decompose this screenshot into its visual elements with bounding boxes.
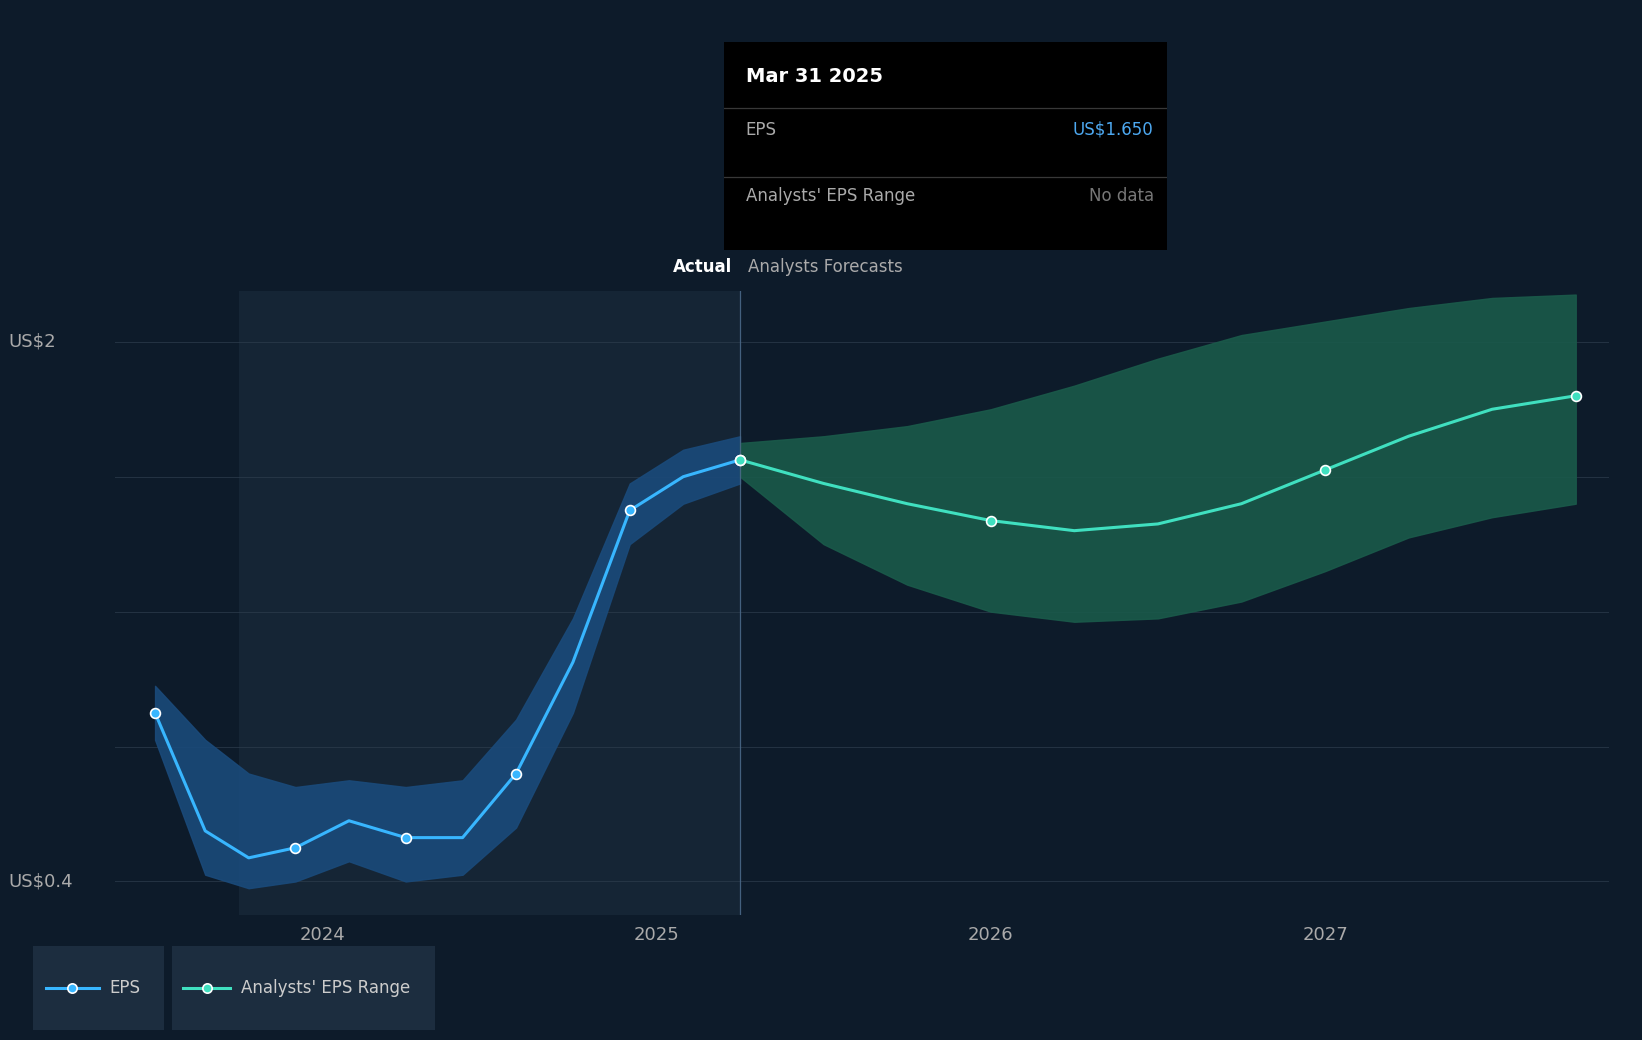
Point (727, 451, 754, 468)
Text: US$2: US$2 (8, 333, 56, 350)
Point (727, 451, 754, 468)
Text: Actual: Actual (673, 258, 732, 276)
Bar (238, 291, 741, 915)
Point (1563, 388, 1589, 405)
Text: EPS: EPS (108, 979, 140, 997)
Text: US$1.650: US$1.650 (1072, 121, 1154, 138)
Text: EPS: EPS (745, 121, 777, 138)
Text: Analysts Forecasts: Analysts Forecasts (749, 258, 903, 276)
Text: Analysts' EPS Range: Analysts' EPS Range (745, 187, 915, 205)
Point (392, 829, 419, 846)
Point (141, 704, 167, 721)
Point (443, 601, 470, 618)
Point (502, 765, 529, 782)
Point (617, 502, 644, 519)
Text: Mar 31 2025: Mar 31 2025 (745, 67, 883, 85)
Text: US$0.4: US$0.4 (8, 873, 72, 890)
Point (601, 601, 627, 618)
Point (1312, 462, 1338, 478)
Point (282, 839, 309, 856)
Text: Analysts' EPS Range: Analysts' EPS Range (241, 979, 410, 997)
Text: No data: No data (1089, 187, 1154, 205)
Point (977, 513, 1003, 529)
